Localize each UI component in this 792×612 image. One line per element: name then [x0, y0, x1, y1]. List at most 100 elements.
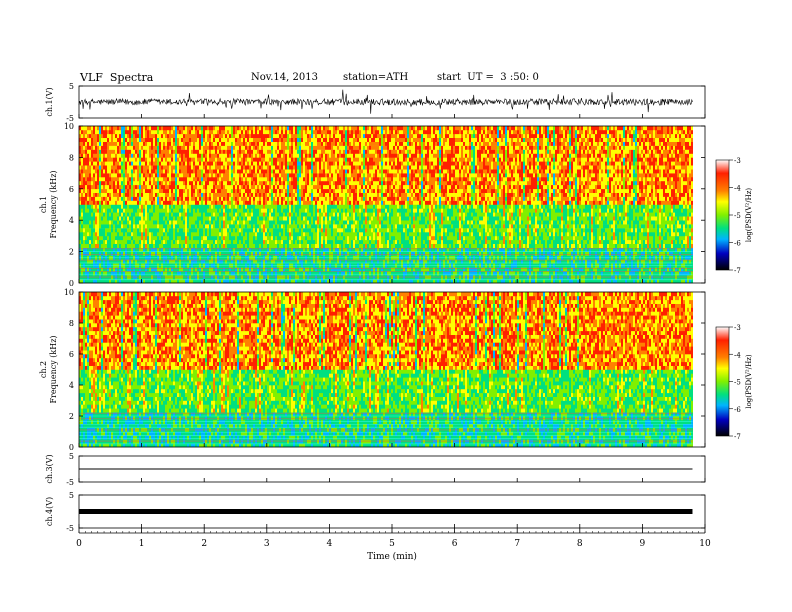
spectro-cell — [281, 137, 283, 142]
spectro-cell — [163, 239, 165, 244]
spectro-cell — [285, 279, 287, 284]
spectro-cell — [227, 173, 229, 178]
spectro-cell — [263, 133, 265, 138]
spectro-cell — [251, 220, 253, 225]
spectro-cell — [87, 173, 89, 178]
spectro-cell — [85, 279, 87, 284]
spectro-cell — [291, 259, 293, 264]
spectro-cell — [93, 145, 95, 150]
spectro-cell — [147, 212, 149, 217]
spectro-cell — [193, 129, 195, 135]
spectro-cell — [121, 267, 123, 272]
spectro-cell — [315, 153, 317, 158]
spectro-cell — [199, 259, 201, 264]
spectro-cell — [105, 141, 107, 146]
spectro-cell — [109, 196, 111, 201]
spectro-cell — [225, 149, 227, 154]
spectro-cell — [187, 200, 189, 205]
spectro-cell — [235, 126, 237, 131]
spectro-cell — [131, 200, 133, 205]
spectro-cell — [109, 224, 111, 229]
spectro-cell — [153, 259, 155, 264]
spectro-cell — [109, 267, 111, 272]
spectro-cell — [323, 235, 325, 241]
spectro-cell — [95, 126, 97, 131]
spectro-cell — [285, 157, 287, 162]
spectro-cell — [203, 196, 205, 201]
spectro-cell — [157, 161, 159, 166]
spectro-cell — [87, 255, 89, 260]
spectro-cell — [89, 224, 91, 229]
spectro-cell — [129, 129, 131, 135]
spectro-cell — [115, 204, 117, 209]
spectro-cell — [135, 216, 137, 221]
spectro-cell — [283, 188, 285, 193]
spectro-cell — [131, 177, 133, 182]
spectro-cell — [271, 279, 273, 284]
spectro-cell — [203, 212, 205, 217]
spectro-cell — [95, 235, 97, 241]
spectro-cell — [145, 235, 147, 241]
spectro-cell — [197, 239, 199, 244]
spectro-cell — [263, 224, 265, 229]
spectro-cell — [259, 196, 261, 201]
spectro-cell — [85, 149, 87, 154]
spectro-cell — [113, 184, 115, 190]
spectro-cell — [305, 251, 307, 256]
spectro-cell — [245, 184, 247, 190]
spectro-cell — [289, 255, 291, 260]
spectro-cell — [141, 196, 143, 201]
spectro-cell — [229, 169, 231, 174]
spectro-cell — [175, 208, 177, 213]
spectro-cell — [85, 126, 87, 131]
spectro-cell — [281, 141, 283, 146]
spectro-cell — [195, 204, 197, 209]
spectro-cell — [147, 137, 149, 142]
spectro-cell — [135, 279, 137, 284]
spectro-cell — [129, 184, 131, 190]
spectro-cell — [283, 204, 285, 209]
spectro-cell — [303, 204, 305, 209]
spectro-cell — [183, 169, 185, 174]
spectro-cell — [229, 228, 231, 233]
spectro-cell — [147, 271, 149, 276]
spectro-cell — [137, 133, 139, 138]
spectro-cell — [261, 200, 263, 205]
spectro-cell — [303, 279, 305, 284]
spectro-cell — [291, 220, 293, 225]
spectro-cell — [271, 149, 273, 154]
spectro-cell — [113, 149, 115, 154]
spectro-cell — [177, 200, 179, 205]
spectro-cell — [121, 235, 123, 241]
spectro-cell — [197, 153, 199, 158]
spectro-cell — [303, 153, 305, 158]
spectro-cell — [311, 208, 313, 213]
spectro-cell — [149, 129, 151, 135]
spectro-cell — [281, 235, 283, 241]
spectro-cell — [231, 169, 233, 174]
spectro-cell — [261, 216, 263, 221]
spectro-cell — [107, 279, 109, 284]
spectro-cell — [243, 216, 245, 221]
spectro-cell — [241, 177, 243, 182]
spectro-cell — [183, 177, 185, 182]
spectro-cell — [145, 251, 147, 256]
spectro-cell — [105, 192, 107, 197]
spectro-cell — [215, 220, 217, 225]
spectro-cell — [107, 149, 109, 154]
spectro-cell — [143, 141, 145, 146]
spectro-cell — [217, 188, 219, 193]
spectro-cell — [225, 126, 227, 131]
spectro-cell — [295, 259, 297, 264]
spectro-cell — [233, 204, 235, 209]
spectro-cell — [247, 133, 249, 138]
spectro-cell — [285, 129, 287, 135]
spectro-cell — [127, 216, 129, 221]
spectro-cell — [259, 220, 261, 225]
spectro-cell — [233, 173, 235, 178]
spectro-cell — [145, 129, 147, 135]
spectro-cell — [125, 279, 127, 284]
spectro-cell — [243, 255, 245, 260]
spectro-cell — [191, 232, 193, 237]
spectro-cell — [101, 200, 103, 205]
